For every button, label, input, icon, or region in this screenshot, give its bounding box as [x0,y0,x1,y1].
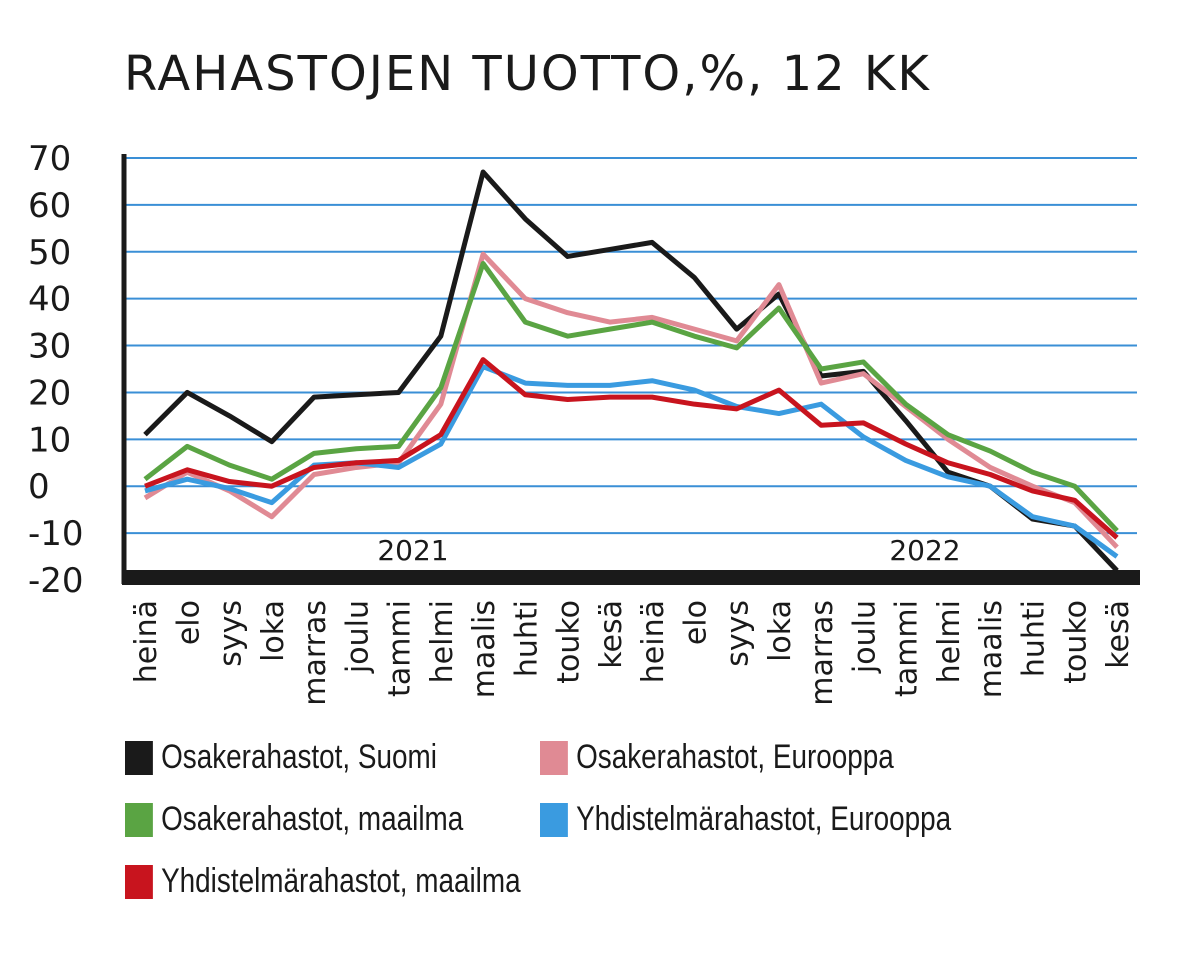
y-tick-label: -10 [28,514,84,554]
legend-swatch [540,802,568,837]
year-label: 2021 [377,534,448,567]
x-tick-label: helmi [425,600,460,683]
x-tick-label: loka [763,600,798,662]
y-tick-label: 20 [28,373,71,413]
legend-label: Osakerahastot, Suomi [161,738,437,776]
x-tick-label: touko [1059,600,1094,684]
y-tick-label: 0 [28,467,50,507]
x-tick-label: tammi [383,600,418,697]
legend-label: Osakerahastot, maailma [161,800,464,838]
x-tick-label: syys [721,600,756,667]
y-tick-label: 60 [28,186,71,226]
legend-swatch [125,740,153,775]
legend-item: Osakerahastot, Eurooppa [540,738,894,777]
legend-item: Osakerahastot, Suomi [125,738,437,777]
y-tick-label: 40 [28,280,71,320]
legend-swatch [125,864,153,899]
series-line-4 [144,357,1119,540]
legend-swatch [125,802,153,837]
chart-title: RAHASTOJEN TUOTTO,%, 12 KK [124,46,931,102]
x-tick-label: loka [256,600,291,662]
y-tick-label: 70 [28,139,71,179]
legend-swatch [540,740,568,775]
x-tick-label: joulu [340,600,375,674]
series-line-2 [143,261,1119,533]
legend-item: Osakerahastot, maailma [125,800,463,839]
x-tick-label: kesä [1101,600,1136,669]
x-tick-label: maalis [467,600,502,698]
x-tick-label: heinä [129,600,164,683]
year-label: 2022 [889,534,960,567]
x-tick-label: huhti [509,600,544,677]
legend-item: Yhdistelmärahastot, Eurooppa [540,800,951,839]
series-line-0 [143,169,1119,573]
legend-label: Yhdistelmärahastot, Eurooppa [576,800,952,838]
x-tick-label: elo [171,600,206,645]
x-tick-label: heinä [636,600,671,683]
x-tick-label: joulu [847,600,882,674]
y-tick-label: -20 [28,561,84,601]
x-axis-bar [122,570,1140,585]
x-tick-label: marras [805,600,840,706]
x-tick-label: marras [298,600,333,706]
x-tick-label: huhti [1016,600,1051,677]
series-line-1 [143,251,1119,549]
x-tick-label: touko [552,600,587,684]
x-tick-label: elo [678,600,713,645]
x-tick-label: tammi [890,600,925,697]
legend-label: Yhdistelmärahastot, maailma [161,862,521,900]
x-tick-label: kesä [594,600,629,669]
y-tick-label: 30 [28,327,71,367]
legend-item: Yhdistelmärahastot, maailma [125,862,521,901]
legend-label: Osakerahastot, Eurooppa [576,738,894,776]
x-tick-label: helmi [932,600,967,683]
x-tick-label: maalis [974,600,1009,698]
y-tick-label: 10 [28,420,71,460]
x-tick-label: syys [214,600,249,667]
y-tick-label: 50 [28,233,71,273]
